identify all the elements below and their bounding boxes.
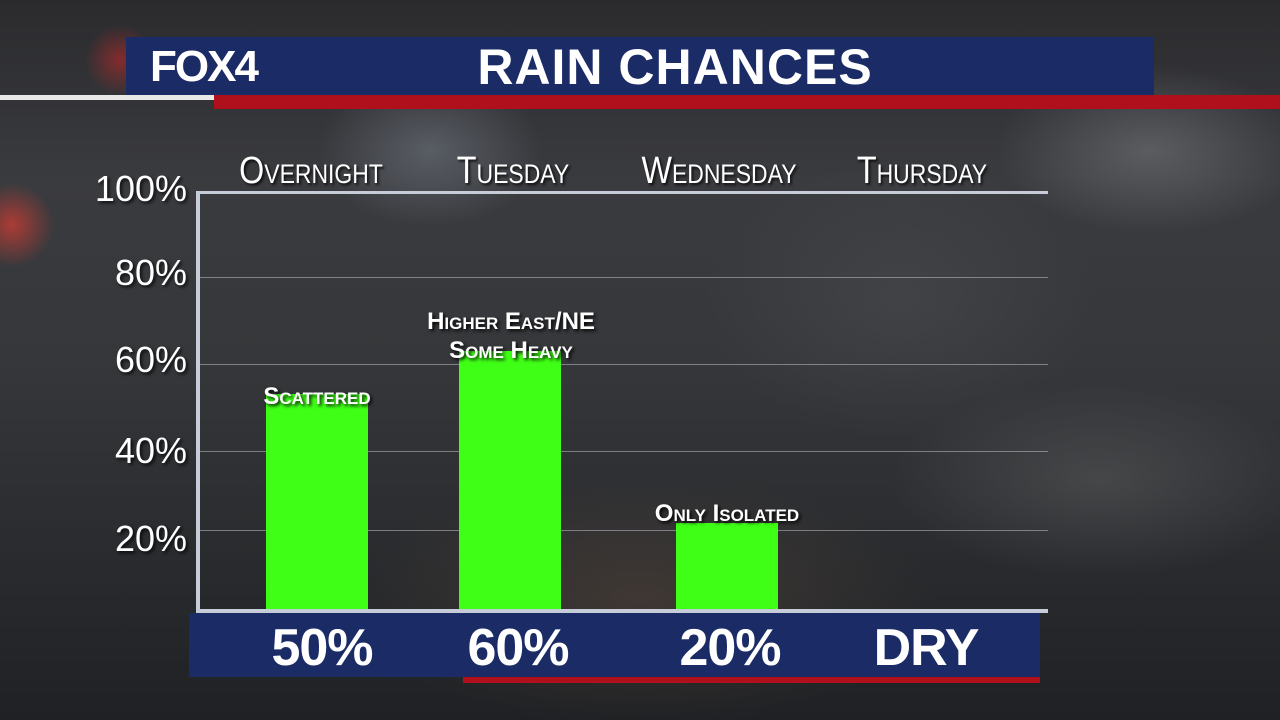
bar-overnight xyxy=(266,394,368,609)
y-tick-label: 100% xyxy=(94,168,187,209)
red-accent-line xyxy=(214,95,1280,109)
annotation-wednesday: Only Isolated xyxy=(654,500,800,527)
category-label-overnight: Overnight xyxy=(239,150,383,192)
title-banner xyxy=(126,37,1154,95)
annotation-tuesday: Higher East/NE Some Heavy xyxy=(427,308,595,364)
white-accent-line xyxy=(0,95,214,100)
fox4-logo: FOX4 xyxy=(150,42,259,91)
bar-tuesday xyxy=(459,351,561,609)
value-label-tuesday: 60% xyxy=(467,619,569,677)
y-tick-label: 80% xyxy=(114,252,187,293)
value-label-wednesday: 20% xyxy=(679,619,781,677)
gridline-20 xyxy=(198,530,1048,531)
plot-top-border xyxy=(196,191,1048,194)
value-label-thursday: DRY xyxy=(873,619,980,677)
value-band-red-line xyxy=(463,677,1040,683)
gridline-80 xyxy=(198,277,1048,278)
category-label-thursday: Thursday xyxy=(856,150,988,192)
annotation-overnight: Scattered xyxy=(263,383,371,410)
value-band xyxy=(189,613,1040,677)
gridline-60 xyxy=(198,364,1048,365)
y-axis-line xyxy=(196,192,200,612)
y-tick-label: 40% xyxy=(114,430,187,471)
gridline-40 xyxy=(198,451,1048,452)
category-label-tuesday: Tuesday xyxy=(456,150,570,192)
y-tick-label: 20% xyxy=(114,518,187,559)
category-label-wednesday: Wednesday xyxy=(641,150,797,192)
x-axis-line xyxy=(196,609,1048,613)
page-title: RAIN CHANCES xyxy=(477,39,873,95)
y-tick-label: 60% xyxy=(114,339,187,380)
value-label-overnight: 50% xyxy=(271,619,373,677)
bar-wednesday xyxy=(676,523,778,609)
